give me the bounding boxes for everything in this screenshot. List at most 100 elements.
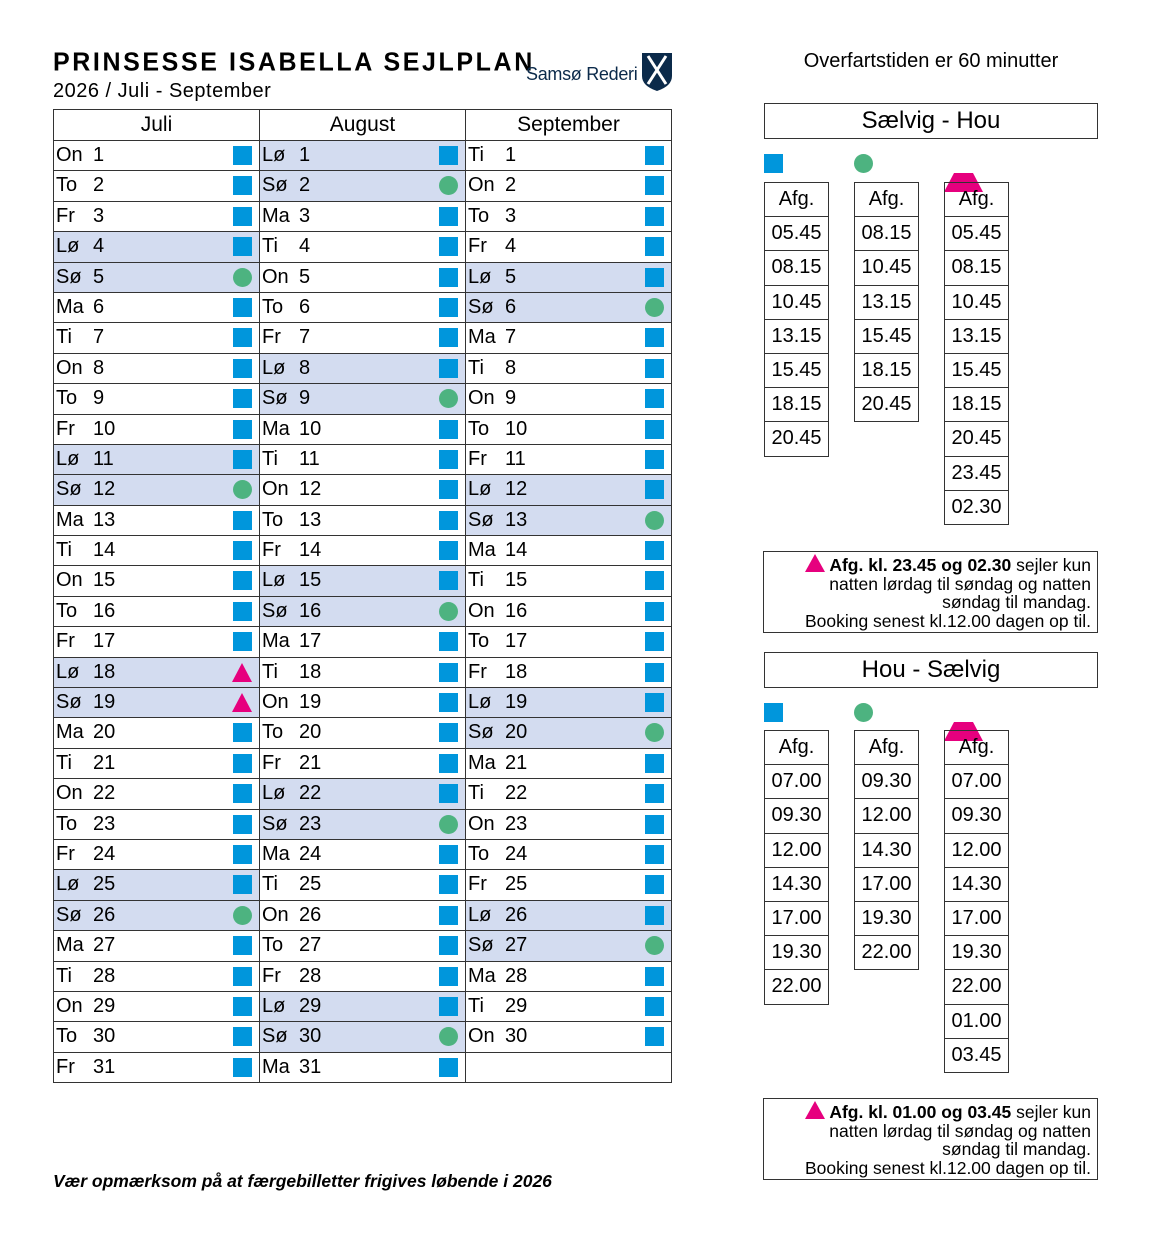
weekday: Lø	[468, 265, 492, 288]
departure-row: 07.00	[764, 764, 829, 800]
day-number: 1	[505, 144, 517, 166]
departure-time: 14.30	[764, 866, 829, 902]
calendar-row: Ma 20 To 20 Sø 20	[53, 717, 672, 749]
day-number: 7	[93, 326, 105, 349]
weekday: Ti	[262, 660, 278, 683]
note-text: sejler kun	[1011, 555, 1091, 575]
day-number: 13	[505, 508, 528, 531]
departure-time: 22.00	[944, 969, 1009, 1005]
weekday: Sø	[262, 1025, 288, 1048]
green-circle-icon	[233, 905, 252, 925]
day-cell: On 5	[259, 261, 466, 293]
day-cell: Lø 29	[259, 990, 466, 1023]
note-line: natten lørdag til søndag og natten	[829, 1120, 1091, 1141]
weekday: Sø	[262, 599, 288, 622]
blue-square-icon	[233, 449, 252, 469]
day-cell: Fr 18	[465, 656, 672, 689]
day-cell: Ti 21	[53, 747, 260, 780]
departure-row: 17.00	[944, 900, 1009, 937]
day-cell: Lø 15	[259, 565, 466, 597]
departure-time: 17.00	[944, 900, 1009, 937]
departure-header: Afg.	[764, 729, 829, 766]
calendar-row: Sø 5 On 5 Lø 5	[53, 261, 672, 293]
day-cell: Ma 17	[259, 626, 466, 658]
departure-column: Afg. 05.45 08.15 10.45 13.15 15.45 18.15 20.45	[764, 181, 829, 457]
day-number: 2	[505, 174, 517, 197]
day-number: 10	[299, 417, 322, 440]
day-number: 6	[505, 295, 517, 318]
departure-row: 10.45	[764, 284, 829, 320]
departure-column: Afg. 08.15 10.45 13.15 15.45 18.15 20.45	[854, 181, 919, 423]
day-number: 5	[505, 265, 517, 288]
blue-square-icon	[645, 328, 664, 348]
day-cell: To 2	[53, 170, 260, 202]
departure-time: 17.00	[854, 866, 919, 902]
day-cell: Lø 25	[53, 869, 260, 901]
weekday: To	[56, 387, 78, 410]
day-cell: Sø 6	[465, 291, 672, 324]
day-number: 19	[93, 691, 116, 714]
day-cell: Ma 7	[465, 322, 672, 354]
blue-square-icon	[233, 237, 252, 257]
weekday: To	[262, 295, 284, 318]
calendar-row: On 29 Lø 29 Ti 29	[53, 990, 672, 1023]
day-cell: On 30	[465, 1021, 672, 1053]
day-number: 10	[93, 417, 116, 440]
day-number: 3	[93, 204, 105, 227]
weekday: Lø	[468, 903, 492, 926]
departure-time: 22.00	[764, 969, 829, 1005]
departure-time: 18.15	[764, 387, 829, 423]
day-cell: Fr 25	[465, 869, 672, 901]
day-cell: Ti 29	[465, 990, 672, 1023]
calendar-row: Ti 14 Fr 14 Ma 14	[53, 535, 672, 567]
blue-square-icon	[645, 206, 664, 226]
green-circle-icon	[645, 297, 664, 317]
departure-row: 15.45	[944, 352, 1009, 389]
day-number: 19	[299, 691, 322, 714]
weekday: Fr	[262, 326, 281, 349]
day-number: 21	[299, 751, 322, 774]
weekday: Sø	[468, 934, 494, 957]
departure-time: 20.45	[854, 387, 919, 423]
departure-time: 14.30	[944, 866, 1009, 902]
weekday: Lø	[262, 144, 286, 166]
departure-column: Afg. 07.00 09.30 12.00 14.30 17.00 19.30 22.00	[764, 729, 829, 1005]
day-cell: Ti 1	[465, 139, 672, 172]
calendar-row: Sø 19 On 19 Lø 19	[53, 687, 672, 719]
blue-square-icon	[645, 571, 664, 591]
calendar-row: To 23 Sø 23 On 23	[53, 808, 672, 840]
departure-header-row: Afg.	[764, 729, 829, 766]
blue-square-icon	[439, 632, 458, 652]
blue-square-icon	[233, 1027, 252, 1047]
departure-time: 03.45	[944, 1037, 1009, 1073]
day-cell: To 30	[53, 1021, 260, 1053]
day-number: 21	[93, 751, 116, 774]
weekday: Sø	[468, 508, 494, 531]
weekday: Ti	[468, 569, 484, 592]
calendar-row: Lø 18 Ti 18 Fr 18	[53, 656, 672, 689]
weekday: Lø	[262, 356, 286, 379]
weekday: Fr	[262, 751, 281, 774]
departure-time: 12.00	[944, 832, 1009, 868]
calendar-row: Ma 27 To 27 Sø 27	[53, 930, 672, 962]
day-number: 15	[93, 569, 116, 592]
day-cell: Ti 28	[53, 960, 260, 992]
day-number: 30	[93, 1025, 116, 1048]
blue-square-icon	[439, 693, 458, 713]
month-header: Juli	[53, 109, 260, 141]
departure-header-row: Afg.	[944, 181, 1009, 218]
departure-column: Afg. 09.30 12.00 14.30 17.00 19.30 22.00	[854, 729, 919, 971]
day-cell: Fr 21	[259, 747, 466, 780]
weekday: On	[56, 144, 83, 166]
weekday: Ma	[56, 508, 84, 531]
day-number: 7	[299, 326, 311, 349]
day-number: 7	[505, 326, 517, 349]
calendar-table: Juli August September On 1 Lø 1 Ti 1 To 2 Sø 2 On 2 Fr…	[53, 109, 672, 1084]
day-number: 11	[299, 447, 320, 470]
day-cell: Lø 1	[259, 139, 466, 172]
day-cell: Ti 25	[259, 869, 466, 901]
calendar-row: On 1 Lø 1 Ti 1	[53, 139, 672, 172]
blue-square-icon	[645, 541, 664, 561]
weekday: Ti	[262, 873, 278, 896]
